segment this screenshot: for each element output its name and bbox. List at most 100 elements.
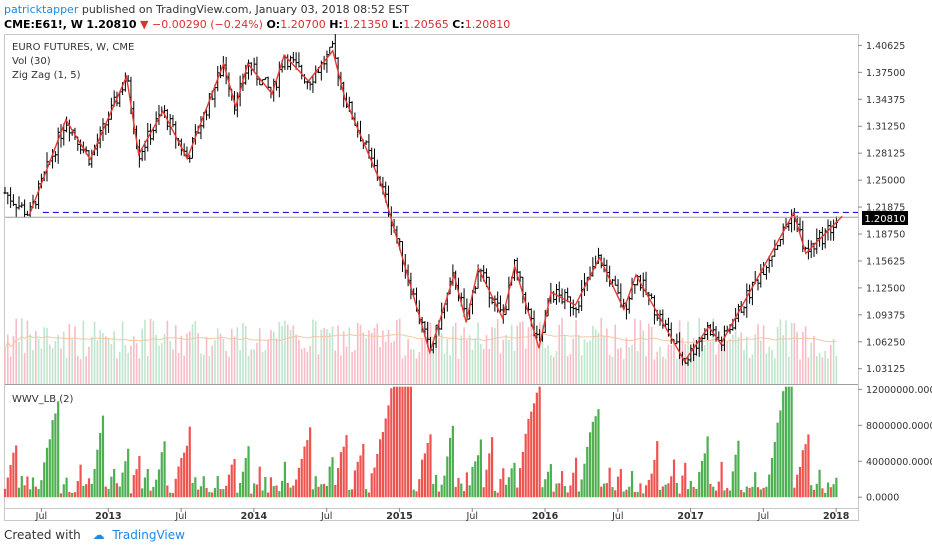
wwv-bar (160, 452, 163, 498)
volume-bar (634, 318, 636, 384)
volume-bar (90, 336, 93, 384)
wwv-bar (762, 487, 765, 498)
wwv-bar (96, 449, 99, 498)
volume-bar (334, 350, 337, 384)
volume-bar (359, 324, 362, 384)
volume-bar (720, 345, 723, 384)
wwv-bar (289, 487, 292, 498)
volume-bar (569, 354, 572, 384)
wwv-bar (586, 446, 589, 498)
wwv-bar (734, 454, 737, 498)
wwv-bar (264, 476, 267, 498)
volume-bar (278, 321, 281, 384)
wwv-bar (406, 386, 410, 498)
wwv-bar (247, 446, 250, 498)
wwv-bar (40, 480, 43, 498)
volume-bar (219, 333, 222, 384)
wwv-bar (26, 476, 29, 498)
volume-bar (368, 330, 370, 384)
wwv-bar (82, 485, 85, 498)
volume-bar (827, 358, 829, 384)
volume-bar (821, 357, 824, 384)
wwv-bar (594, 416, 597, 498)
volume-bar (295, 334, 297, 384)
volume-bar (118, 351, 121, 384)
wwv-bar (695, 488, 698, 498)
wwv-bar (740, 489, 743, 498)
wwv-bar (188, 426, 191, 498)
volume-bar (230, 329, 233, 384)
wwv-bar (225, 485, 228, 498)
wwv-bar (527, 418, 530, 498)
volume-bar (158, 345, 160, 384)
volume-bar (566, 356, 569, 384)
wwv-bar (300, 458, 303, 498)
volume-bar (286, 324, 289, 384)
wwv-bar (118, 486, 121, 498)
volume-bar (141, 328, 143, 384)
volume-bar (57, 334, 59, 384)
volume-bar (323, 327, 325, 384)
wwv-bar (79, 464, 82, 498)
volume-bar (379, 347, 381, 384)
wwv-bar (166, 485, 169, 498)
wwv-bar (331, 457, 334, 498)
wwv-bar (174, 478, 177, 498)
wwv-bar (538, 386, 541, 498)
volume-bar (62, 331, 65, 384)
wwv-bar (353, 470, 357, 498)
wwv-bar (796, 474, 799, 498)
wwv-histogram (3, 386, 838, 498)
wwv-bar (379, 439, 382, 498)
wwv-bar (541, 487, 544, 498)
wwv-bar (602, 483, 606, 498)
wwv-bar (423, 453, 426, 498)
volume-bar (561, 318, 563, 384)
symbol-label[interactable]: CME:E61!, W (4, 18, 83, 31)
wwv-bar (146, 469, 149, 498)
wwv-bar (810, 485, 813, 498)
wwv-bar (57, 401, 60, 498)
wwv-bar (328, 466, 331, 498)
volume-bar (782, 335, 785, 384)
legend-wwv: WWV_LB (2) (12, 394, 73, 405)
volume-bar (138, 358, 141, 384)
volume-bar (281, 326, 283, 384)
time-tick-label: Jul (320, 511, 332, 522)
wwv-bar (376, 453, 379, 498)
wwv-bar (311, 489, 315, 498)
volume-bar (793, 322, 796, 384)
volume-bar (228, 356, 230, 384)
volume-bar (510, 325, 513, 384)
volume-bar (536, 336, 538, 384)
volume-bar (18, 341, 20, 384)
legend-vol: Vol (30) (12, 56, 51, 67)
tradingview-brand[interactable]: TradingView (112, 528, 185, 542)
volume-bar (320, 329, 323, 384)
wwv-bar (723, 490, 726, 498)
volume-bar (410, 349, 412, 384)
wwv-bar (241, 471, 245, 498)
wwv-bar (754, 472, 757, 498)
wwv-bar (43, 462, 46, 498)
volume-bar (446, 338, 449, 384)
volume-bar (328, 332, 331, 384)
volume-bar (306, 352, 309, 384)
wwv-bar (516, 487, 519, 498)
wwv-bar (611, 487, 614, 498)
volume-bar (314, 321, 317, 384)
volume-bar (382, 330, 384, 384)
volume-bar (608, 354, 611, 384)
wwv-bar (714, 490, 718, 498)
volume-bar (264, 349, 267, 384)
wwv-bar (563, 486, 566, 498)
wwv-bar (157, 469, 161, 498)
volume-bar (362, 332, 365, 384)
volume-bar (197, 333, 199, 384)
author-link[interactable]: patricktapper (4, 3, 79, 16)
volume-bar (102, 332, 104, 384)
volume-bar (468, 335, 471, 384)
wwv-bar (54, 413, 57, 498)
volume-bar (471, 349, 474, 384)
